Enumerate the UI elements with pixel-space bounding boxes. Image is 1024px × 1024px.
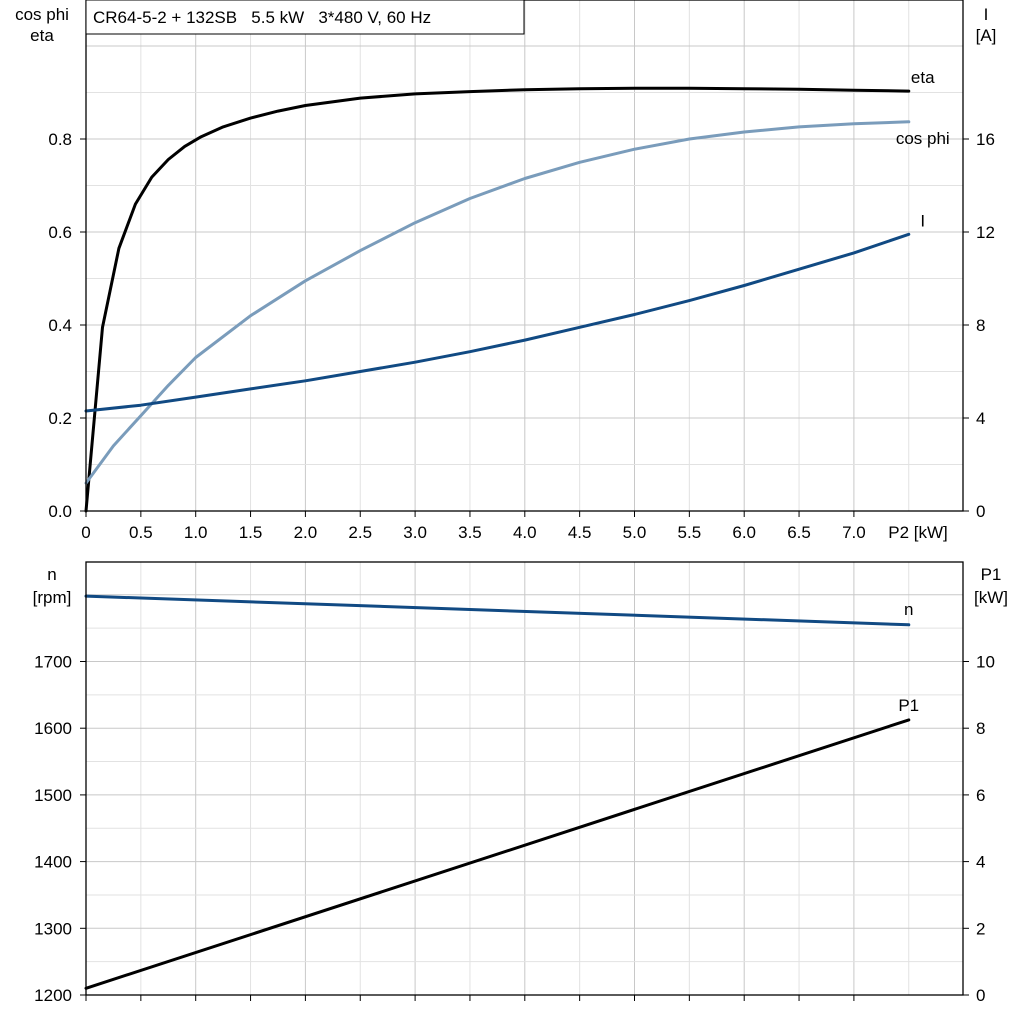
right-tick-label: 0 [976,986,985,1005]
left-tick-label: 1400 [34,853,72,872]
right-tick-label: 16 [976,130,995,149]
bottom-curves [84,594,911,990]
x-tick-label: 3.5 [458,523,482,542]
bottom-series-labels: n P1 [898,600,919,715]
left-tick-label: 0.2 [48,409,72,428]
right-tick-label: 6 [976,786,985,805]
current-series-label: I [920,211,925,230]
top-curves [84,86,911,513]
x-tick-label: 3.0 [403,523,427,542]
left-tick-label: 0.6 [48,223,72,242]
top-x-axis-label: P2 [kW] [888,523,948,542]
x-tick-label: 6.0 [732,523,756,542]
bottom-right-axis-label-2: [kW] [974,588,1008,607]
p1-curve [84,718,911,990]
bottom-grid [86,562,963,995]
x-tick-label: 5.5 [678,523,702,542]
top-right-axis-label-1: I [984,5,989,24]
left-tick-label: 1600 [34,719,72,738]
right-tick-label: 0 [976,502,985,521]
x-tick-label: 6.5 [787,523,811,542]
top-grid [86,0,963,511]
right-tick-label: 8 [976,316,985,335]
left-tick-label: 0.4 [48,316,72,335]
cos-phi-curve [84,120,911,485]
p1-series-label: P1 [898,696,919,715]
eta-curve [84,86,911,513]
top-panel: 0 0.5 1.0 1.5 2.0 2.5 3.0 3.5 4.0 4.5 5.0 5.5 6.0 6.5… [15,0,996,542]
speed-series-label: n [904,600,913,619]
x-tick-label: 1.5 [239,523,263,542]
left-tick-label: 0.8 [48,130,72,149]
top-series-labels: eta cos phi I [896,68,950,230]
x-tick-label: 2.0 [294,523,318,542]
x-tick-label: 5.0 [623,523,647,542]
left-tick-label: 1200 [34,986,72,1005]
right-tick-label: 4 [976,409,985,428]
speed-curve [84,594,911,627]
top-left-axis-label-2: eta [30,26,54,45]
x-tick-label: 0.5 [129,523,153,542]
top-left-axis-label-1: cos phi [15,5,69,24]
left-tick-label: 0.0 [48,502,72,521]
x-tick-label: 4.5 [568,523,592,542]
chart-title: CR64-5-2 + 132SB 5.5 kW 3*480 V, 60 Hz [93,8,431,27]
left-tick-label: 1700 [34,653,72,672]
left-tick-label: 1300 [34,919,72,938]
x-tick-label: 7.0 [842,523,866,542]
left-tick-label: 1500 [34,786,72,805]
bottom-left-axis-label-1: n [47,565,56,584]
top-right-axis-label-2: [A] [976,26,997,45]
bottom-left-axis-label-2: [rpm] [33,588,72,607]
x-tick-label: 4.0 [513,523,537,542]
right-tick-label: 2 [976,919,985,938]
right-tick-label: 12 [976,223,995,242]
eta-series-label: eta [911,68,935,87]
x-tick-label: 0 [81,523,90,542]
bottom-right-axis-label-1: P1 [981,565,1002,584]
cos-phi-series-label: cos phi [896,129,950,148]
bottom-panel: 1200 1300 1400 1500 1600 1700 0 2 4 6 8 10 n P1 n [r… [33,561,1008,1006]
x-tick-label: 2.5 [348,523,372,542]
right-tick-label: 8 [976,719,985,738]
right-tick-label: 4 [976,853,985,872]
chart-title-box [85,0,525,35]
top-axis-ticks: 0 0.5 1.0 1.5 2.0 2.5 3.0 3.5 4.0 4.5 5.0 5.5 6.0 6.5… [48,130,995,542]
right-tick-label: 10 [976,653,995,672]
bottom-axis-ticks: 1200 1300 1400 1500 1600 1700 0 2 4 6 8 10 [34,653,995,1006]
x-tick-label: 1.0 [184,523,208,542]
current-curve [84,232,911,413]
